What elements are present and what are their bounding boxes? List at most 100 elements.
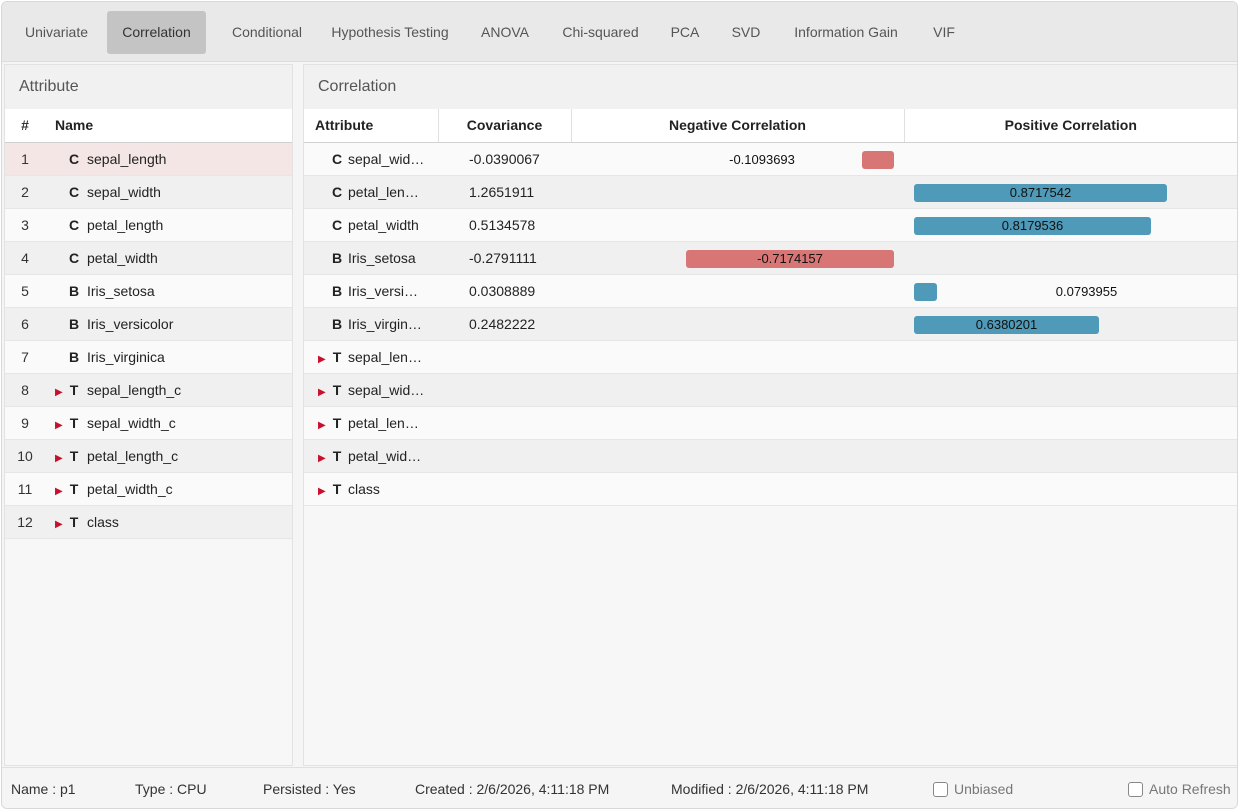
auto-refresh-checkbox[interactable] [1128,781,1143,797]
attribute-row[interactable]: 5 B Iris_setosa [5,274,292,308]
tab-hypothesis-testing[interactable]: Hypothesis Testing [331,24,449,40]
attribute-type: B [331,282,343,299]
attribute-name: Iris_versicolor [87,315,174,332]
covariance-value: -0.2791111 [438,241,571,275]
column-header-attribute[interactable]: Attribute [304,109,439,143]
column-header-covariance[interactable]: Covariance [438,109,572,143]
covariance-value: 1.2651911 [438,175,571,209]
correlation-value: 0.8179536 [1001,217,1064,233]
negative-correlation-cell: -0.1093693 [571,142,904,176]
tab-correlation[interactable]: Correlation [107,11,206,54]
correlation-table: Attribute Covariance Negative Correlatio… [304,109,1237,506]
column-header-name[interactable]: Name [45,109,292,143]
attribute-name: sepal_length_c [87,381,182,398]
expand-icon[interactable]: ▶ [55,419,63,431]
attribute-index: 11 [5,472,45,506]
attribute-name-cell: B Iris_setosa [45,274,292,308]
tab-svd[interactable]: SVD [731,24,761,40]
expand-icon[interactable]: ▶ [55,518,63,530]
attribute-index: 1 [5,142,45,176]
attribute-name: petal_len… [348,183,419,200]
covariance-value [438,439,571,473]
correlation-attribute-cell: B Iris_setosa [304,241,438,275]
correlation-value: 0.8717542 [1009,184,1072,200]
attribute-type: C [331,150,343,167]
correlation-value: 0.6380201 [975,316,1038,332]
expand-icon[interactable]: ▶ [55,386,63,398]
covariance-value [438,340,571,374]
correlation-row[interactable]: B Iris_versi… 0.0308889 0.0793955 [304,274,1237,308]
negative-correlation-cell [571,340,904,374]
tab-information-gain[interactable]: Information Gain [794,24,898,40]
correlation-row[interactable]: B Iris_virgin… 0.2482222 0.6380201 [304,307,1237,341]
attribute-row[interactable]: 7 B Iris_virginica [5,340,292,374]
attribute-type: C [68,150,80,167]
auto-refresh-toggle[interactable]: Auto Refresh [1128,768,1231,808]
column-header-index[interactable]: # [5,109,45,143]
attribute-index: 6 [5,307,45,341]
attribute-name: class [348,480,380,497]
attribute-name: Iris_versi… [348,282,419,299]
negative-correlation-cell [571,373,904,407]
tab-chi-squared[interactable]: Chi-squared [562,24,639,40]
expand-icon[interactable]: ▶ [318,419,326,431]
correlation-row[interactable]: B Iris_setosa -0.2791111 -0.7174157 [304,241,1237,275]
expand-icon[interactable]: ▶ [318,353,326,365]
attribute-name-cell: B Iris_versicolor [45,307,292,341]
tab-pca[interactable]: PCA [670,24,700,40]
attribute-type: C [331,183,343,200]
expand-icon[interactable]: ▶ [318,485,326,497]
negative-correlation-cell: -0.7174157 [571,241,904,275]
column-header-negative-correlation[interactable]: Negative Correlation [571,109,905,143]
positive-correlation-bar [914,315,1099,334]
expand-icon[interactable]: ▶ [318,452,326,464]
covariance-value: -0.0390067 [438,142,571,176]
tab-vif[interactable]: VIF [933,24,955,40]
expand-icon[interactable]: ▶ [55,452,63,464]
positive-correlation-bar [914,183,1167,202]
footer-modified: Modified : 2/6/2026, 4:11:18 PM [671,781,869,797]
tab-bar: Univariate Correlation Conditional Hypothes… [2,2,1237,62]
attribute-name: sepal_width_c [87,414,176,431]
correlation-attribute-cell: B Iris_virgin… [304,307,438,341]
tab-anova[interactable]: ANOVA [481,24,529,40]
expand-icon[interactable]: ▶ [55,485,63,497]
tab-conditional[interactable]: Conditional [231,24,303,40]
attribute-type: T [69,414,79,431]
attribute-index: 9 [5,406,45,440]
column-header-positive-correlation[interactable]: Positive Correlation [904,109,1237,143]
positive-correlation-cell: 0.8717542 [904,175,1237,209]
attribute-name: sepal_width [87,183,161,200]
attribute-index: 3 [5,208,45,242]
expand-icon[interactable]: ▶ [318,386,326,398]
tab-univariate[interactable]: Univariate [24,24,89,40]
unbiased-checkbox[interactable] [933,781,948,797]
auto-refresh-label: Auto Refresh [1149,781,1231,797]
negative-correlation-cell [571,274,904,308]
attribute-row[interactable]: 6 B Iris_versicolor [5,307,292,341]
unbiased-toggle[interactable]: Unbiased [933,768,1013,808]
